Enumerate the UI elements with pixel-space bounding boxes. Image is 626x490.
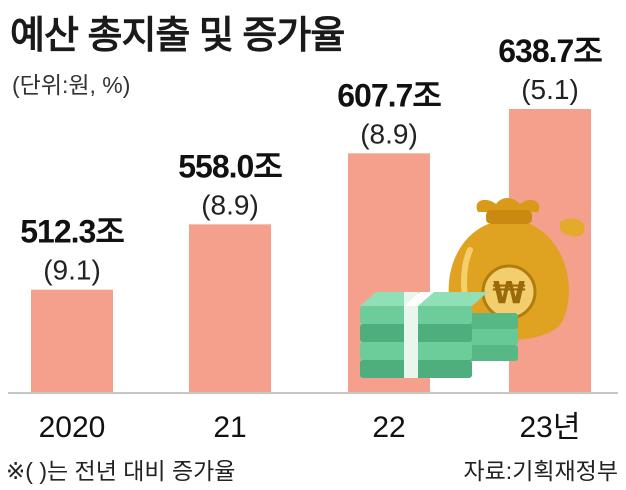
- category-label: 2020: [39, 411, 106, 444]
- money-bag-icon: ₩: [448, 198, 585, 340]
- bar-0: [31, 289, 113, 393]
- chart-title: 예산 총지출 및 증가율: [10, 15, 345, 57]
- unit-note: (단위:원, %): [12, 72, 131, 98]
- value-label: 638.7조: [498, 33, 602, 69]
- growth-rate-label: (8.9): [201, 189, 259, 220]
- cash-stack-icon: [360, 292, 518, 378]
- category-label: 21: [213, 411, 246, 444]
- source-label: 자료:기획재정부: [463, 458, 618, 484]
- bar-1: [189, 224, 271, 393]
- value-label: 558.0조: [178, 148, 282, 184]
- category-label: 23년: [520, 411, 581, 444]
- value-label: 607.7조: [337, 77, 441, 113]
- value-label: 512.3조: [20, 214, 124, 250]
- growth-rate-label: (5.1): [521, 74, 579, 105]
- footnote: ※( )는 전년 대비 증가율: [6, 458, 236, 484]
- won-symbol-icon: ₩: [492, 276, 525, 311]
- growth-rate-label: (8.9): [360, 118, 418, 149]
- category-label: 22: [372, 411, 405, 444]
- growth-rate-label: (9.1): [43, 255, 101, 286]
